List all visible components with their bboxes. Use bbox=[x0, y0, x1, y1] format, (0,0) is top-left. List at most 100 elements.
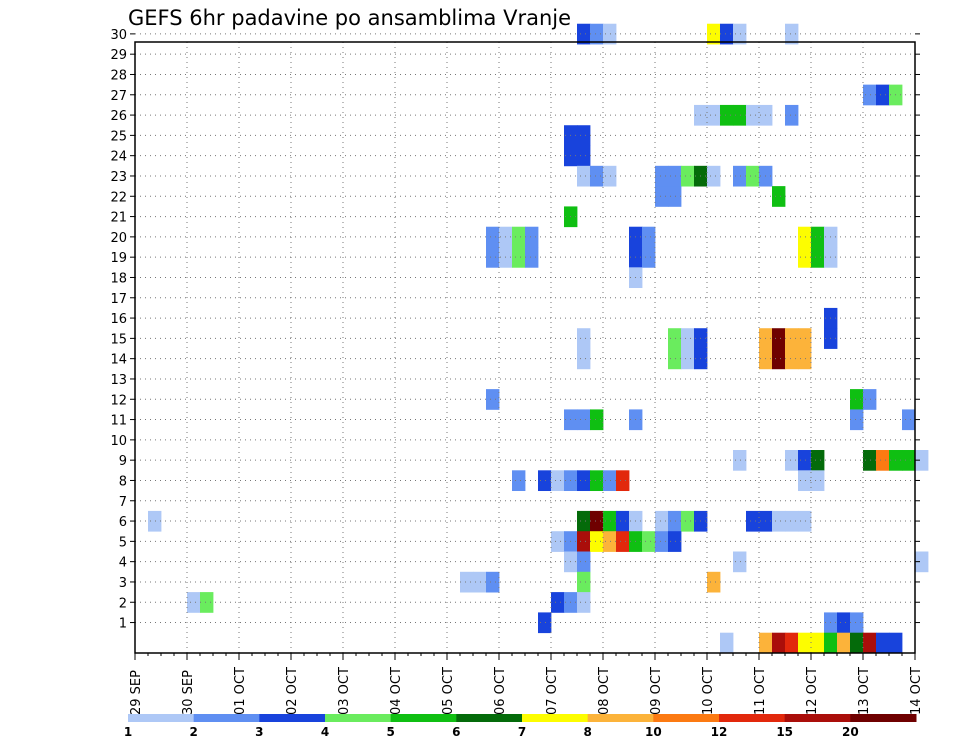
y-tick-label: 9 bbox=[119, 454, 127, 469]
y-tick-label: 14 bbox=[110, 353, 127, 368]
heatmap-cell bbox=[811, 470, 825, 492]
grid-lines bbox=[135, 33, 915, 653]
heatmap-cell bbox=[577, 348, 591, 370]
x-tick-label: 11 OCT bbox=[753, 667, 768, 715]
heatmap-cell bbox=[655, 186, 669, 207]
heatmap-cell bbox=[655, 531, 669, 552]
heatmap-cell bbox=[746, 510, 760, 532]
heatmap-cell bbox=[798, 328, 812, 349]
heatmap-cell bbox=[707, 104, 721, 126]
heatmap-cell bbox=[200, 592, 214, 613]
heatmap-cell bbox=[772, 510, 786, 532]
heatmap-cell bbox=[538, 612, 552, 634]
heatmap-cell bbox=[551, 470, 565, 492]
legend-swatch bbox=[390, 714, 457, 722]
heatmap-cell bbox=[850, 612, 864, 634]
heatmap-cell bbox=[850, 409, 864, 431]
y-tick-label: 1 bbox=[119, 617, 127, 632]
heatmap-cell bbox=[603, 165, 617, 187]
heatmap-cell bbox=[811, 450, 825, 471]
heatmap-cell bbox=[733, 450, 747, 471]
heatmap-cell bbox=[668, 328, 682, 349]
y-tick-label: 11 bbox=[110, 414, 127, 429]
x-tick-label: 01 OCT bbox=[233, 667, 248, 715]
y-tick-label: 10 bbox=[110, 434, 127, 449]
heatmap-cell bbox=[902, 409, 916, 431]
heatmap-cell bbox=[837, 612, 851, 634]
heatmap-cell bbox=[486, 571, 500, 593]
heatmap-cell bbox=[577, 409, 591, 431]
heatmap-cell bbox=[733, 23, 747, 45]
heatmap-cell bbox=[863, 450, 877, 471]
heatmap-cell bbox=[772, 348, 786, 370]
heatmap-cell bbox=[681, 348, 695, 370]
y-tick-label: 27 bbox=[110, 89, 127, 104]
x-tick-label: 10 OCT bbox=[701, 667, 716, 715]
heatmap-cell bbox=[668, 165, 682, 187]
legend-label: 12 bbox=[711, 725, 728, 739]
y-tick-label: 4 bbox=[119, 556, 127, 571]
heatmap-cell bbox=[486, 389, 500, 410]
heatmap-cell bbox=[668, 531, 682, 552]
chart-title: GEFS 6hr padavine po ansamblima Vranje bbox=[128, 6, 572, 30]
legend-swatch bbox=[456, 714, 523, 722]
heatmap-cell bbox=[798, 510, 812, 532]
heatmap-cell bbox=[603, 510, 617, 532]
legend-swatch bbox=[128, 714, 195, 722]
y-tick-label: 7 bbox=[119, 495, 127, 510]
heatmap-cell bbox=[642, 226, 656, 248]
heatmap-cell bbox=[655, 510, 669, 532]
heatmap-cell bbox=[876, 84, 890, 106]
heatmap-cell bbox=[863, 389, 877, 410]
heatmap-cell bbox=[720, 632, 734, 654]
heatmap-cell bbox=[642, 247, 656, 268]
heatmap-cell bbox=[707, 23, 721, 45]
y-tick-label: 18 bbox=[110, 271, 127, 286]
x-tick-label: 02 OCT bbox=[285, 667, 300, 715]
heatmap-cell bbox=[577, 145, 591, 167]
heatmap-cell bbox=[642, 531, 656, 552]
heatmap-cell bbox=[681, 328, 695, 349]
heatmap-cell bbox=[798, 247, 812, 268]
heatmap-cell bbox=[538, 470, 552, 492]
heatmap-cell bbox=[733, 104, 747, 126]
heatmap-cell bbox=[785, 450, 799, 471]
heatmap-cell bbox=[512, 247, 526, 268]
heatmap-cell bbox=[590, 470, 604, 492]
heatmap-cell bbox=[577, 470, 591, 492]
heatmap-cell bbox=[486, 247, 500, 268]
heatmap-cell bbox=[720, 23, 734, 45]
y-tick-label: 24 bbox=[110, 150, 127, 165]
legend-swatch bbox=[653, 714, 720, 722]
heatmap-cell bbox=[616, 531, 630, 552]
heatmap-cell bbox=[590, 531, 604, 552]
legend-swatch bbox=[193, 714, 260, 722]
x-tick-label: 09 OCT bbox=[649, 667, 664, 715]
y-tick-label: 5 bbox=[119, 535, 127, 550]
heatmap-cell bbox=[733, 165, 747, 187]
x-tick-label: 13 OCT bbox=[857, 667, 872, 715]
heatmap-cell bbox=[577, 551, 591, 573]
color-legend: 1 2 3 4 5 6 7 8 10 12 15 20 bbox=[124, 714, 917, 739]
legend-swatch bbox=[784, 714, 851, 722]
y-tick-label: 3 bbox=[119, 576, 127, 591]
legend-label: 8 bbox=[583, 725, 591, 739]
heatmap-cell bbox=[902, 450, 916, 471]
heatmap-cell bbox=[798, 450, 812, 471]
heatmap-cell bbox=[603, 23, 617, 45]
y-tick-label: 8 bbox=[119, 474, 127, 489]
heatmap-cell bbox=[863, 632, 877, 654]
y-tick-label: 28 bbox=[110, 68, 127, 83]
heatmap-cell bbox=[681, 510, 695, 532]
y-tick-label: 16 bbox=[110, 312, 127, 327]
heatmap-cell bbox=[577, 125, 591, 146]
heatmap-cell bbox=[187, 592, 201, 613]
heatmap-cell bbox=[863, 84, 877, 106]
y-tick-label: 23 bbox=[110, 170, 127, 185]
y-tick-label: 20 bbox=[110, 231, 127, 246]
x-tick-label: 08 OCT bbox=[597, 667, 612, 715]
heatmap-cell bbox=[668, 510, 682, 532]
heatmap-cell bbox=[889, 632, 903, 654]
heatmap-cell bbox=[590, 510, 604, 532]
